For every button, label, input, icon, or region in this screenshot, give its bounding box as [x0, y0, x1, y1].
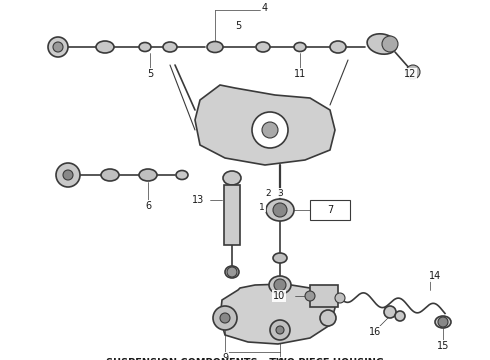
Circle shape: [48, 37, 68, 57]
Ellipse shape: [367, 34, 397, 54]
Text: 14: 14: [429, 271, 441, 281]
Circle shape: [63, 170, 73, 180]
Text: 9: 9: [222, 353, 228, 360]
Text: 7: 7: [327, 205, 333, 215]
Text: 8: 8: [277, 358, 283, 360]
Circle shape: [305, 291, 315, 301]
Text: 6: 6: [145, 201, 151, 211]
Circle shape: [320, 310, 336, 326]
Circle shape: [335, 293, 345, 303]
Circle shape: [213, 306, 237, 330]
Circle shape: [227, 267, 237, 277]
Circle shape: [382, 36, 398, 52]
Ellipse shape: [139, 169, 157, 181]
Text: 5: 5: [147, 69, 153, 79]
Circle shape: [56, 163, 80, 187]
Ellipse shape: [266, 199, 294, 221]
Ellipse shape: [101, 169, 119, 181]
Text: 3: 3: [277, 189, 283, 198]
Text: 10: 10: [273, 291, 285, 301]
Ellipse shape: [294, 42, 306, 51]
Ellipse shape: [225, 266, 239, 278]
Bar: [310, 285, 338, 307]
Circle shape: [273, 203, 287, 217]
Text: 2: 2: [265, 189, 271, 198]
Polygon shape: [195, 85, 335, 165]
Text: SUSPENSION COMPONENTS – TWO PIECE HOUSING: SUSPENSION COMPONENTS – TWO PIECE HOUSIN…: [106, 358, 384, 360]
Ellipse shape: [207, 41, 223, 53]
Circle shape: [384, 306, 396, 318]
Circle shape: [395, 311, 405, 321]
Ellipse shape: [330, 41, 346, 53]
Text: 13: 13: [192, 195, 204, 205]
Circle shape: [53, 42, 63, 52]
Circle shape: [274, 279, 286, 291]
Ellipse shape: [256, 42, 270, 52]
Ellipse shape: [435, 316, 451, 328]
Ellipse shape: [223, 171, 241, 185]
Circle shape: [252, 112, 288, 148]
Text: 5: 5: [235, 21, 241, 31]
Text: 12: 12: [404, 69, 416, 79]
Circle shape: [406, 65, 420, 79]
Ellipse shape: [96, 41, 114, 53]
Text: 11: 11: [294, 69, 306, 79]
Polygon shape: [220, 284, 335, 344]
Circle shape: [438, 317, 448, 327]
Circle shape: [270, 320, 290, 340]
Circle shape: [262, 122, 278, 138]
Text: 16: 16: [369, 327, 381, 337]
Ellipse shape: [269, 276, 291, 294]
Circle shape: [220, 313, 230, 323]
Bar: [224, 185, 240, 245]
Circle shape: [276, 326, 284, 334]
Ellipse shape: [163, 42, 177, 52]
Bar: [310, 200, 350, 220]
Ellipse shape: [273, 253, 287, 263]
Text: 15: 15: [437, 341, 449, 351]
Text: 1: 1: [259, 202, 265, 211]
Ellipse shape: [176, 171, 188, 180]
Ellipse shape: [139, 42, 151, 51]
Text: 4: 4: [262, 3, 268, 13]
